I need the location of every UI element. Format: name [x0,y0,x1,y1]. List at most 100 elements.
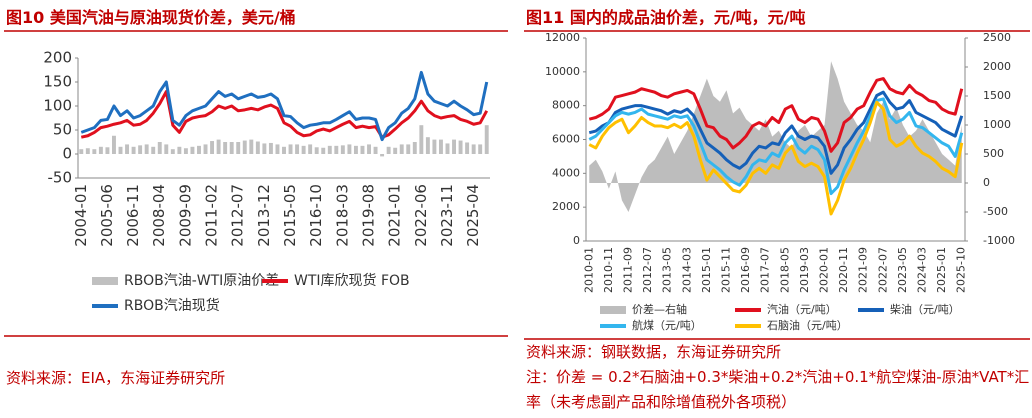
bar [203,144,208,154]
source: 资料来源：钢联数据，东海证券研究所 [526,343,782,361]
line [588,77,964,153]
bar [334,145,339,154]
x-tick-label: 2016-09 [739,247,752,293]
bar [151,146,156,154]
x-tick-label: 2004-01 [72,184,90,247]
bar [105,147,110,154]
legend-label: RBOB汽油-WTI原油价差 [124,273,279,289]
bar [275,144,280,154]
bar [177,146,182,154]
y2-tick-label: 500 [983,147,1004,160]
bar [308,144,313,154]
bar [386,146,391,154]
bar [465,142,470,154]
bar [327,145,332,154]
bar [484,125,489,154]
legend-label: 柴油（元/吨） [890,302,960,316]
bar [425,137,430,154]
bar [380,154,385,157]
bar [79,149,84,154]
x-tick-label: 2006-11 [124,184,142,247]
y-tick-label: 6000 [552,133,580,146]
bar [170,149,175,154]
x-tick-label: 2016-10 [307,184,325,247]
x-tick-label: 2019-08 [360,184,378,247]
bar [295,144,300,154]
x-tick-label: 2015-11 [719,247,732,293]
x-tick-label: 2020-11 [837,247,850,293]
y2-tick-label: -500 [983,205,1008,218]
x-tick-label: 2017-07 [759,247,772,293]
legend-swatch [600,306,626,314]
y-tick-label: 10000 [545,65,580,78]
x-tick-label: 2021-09 [857,247,870,293]
bar [373,146,378,154]
y-tick-label: 200 [43,49,72,67]
legend-swatch [92,277,118,285]
bar [314,147,319,154]
y-tick-label: 50 [53,121,72,139]
x-tick-label: 2023-11 [438,184,456,247]
y2-tick-label: 2500 [983,31,1011,44]
bar [288,144,293,154]
x-tick-label: 2025-10 [955,247,968,293]
line [588,100,964,216]
line [588,90,964,175]
x-tick-label: 2018-05 [778,247,791,293]
bar [478,144,483,154]
y-tick-label: 12000 [545,31,580,44]
bar [242,140,247,154]
bar [138,145,143,154]
legend-label: RBOB汽油现货 [124,297,220,314]
chart-title: 图11 国内的成品油价差，元/吨，元/吨 [526,8,806,27]
bar [419,125,424,154]
bar [399,144,404,154]
bar [445,143,450,154]
x-tick-label: 2020-01 [818,247,831,293]
x-tick-label: 2010-11 [602,247,615,293]
bar [301,145,306,154]
bar [229,142,234,154]
bar [432,139,437,154]
bar [236,142,241,154]
bar [197,145,201,154]
bar [321,147,326,154]
y2-tick-label: 0 [983,176,990,189]
y-tick-label: 0 [573,234,580,247]
line [80,70,489,142]
bar [438,139,443,154]
x-tick-label: 2012-07 [229,184,247,247]
x-tick-label: 2010-01 [582,247,595,293]
bar [223,142,228,154]
bar [131,146,136,154]
x-tick-label: 2024-03 [916,247,929,293]
bar [118,146,123,154]
x-tick-label: 2022-07 [876,247,889,293]
y-tick-label: 2000 [552,200,580,213]
x-tick-label: 2025-01 [935,247,948,293]
bar [471,144,476,154]
x-tick-label: 2015-05 [281,184,299,247]
x-tick-label: 2013-12 [255,184,273,247]
bar [458,140,463,154]
x-tick-label: 2014-03 [680,247,693,293]
bar [367,144,371,154]
bar [353,145,358,154]
bar [282,146,286,154]
y2-tick-label: 2000 [983,60,1011,73]
y-tick-label: 100 [43,97,72,115]
chart-title: 图10 美国汽油与原油现货价差，美元/桶 [6,8,296,27]
source: 资料来源：EIA，东海证券研究所 [6,369,226,387]
bar [157,142,162,154]
x-tick-label: 2011-09 [621,247,634,293]
legend-label: WTI库欣现货 FOB [294,272,410,289]
x-tick-label: 2012-07 [641,247,654,293]
line [588,97,964,196]
legend-label: 价差—右轴 [632,302,687,316]
bar [92,149,97,154]
bar [412,142,417,154]
x-tick-label: 2019-03 [798,247,811,293]
bar [340,145,345,154]
